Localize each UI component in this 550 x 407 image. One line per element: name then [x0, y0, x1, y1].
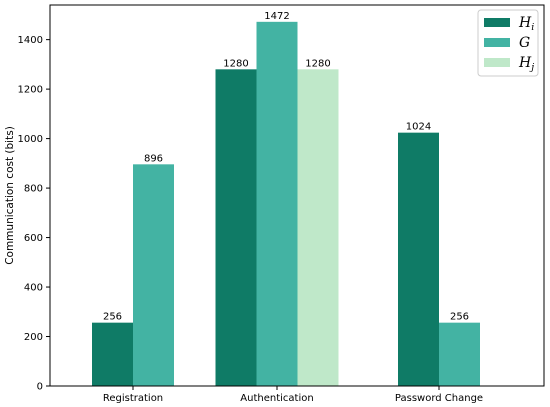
- data-label-authentication-series-2: 1472: [264, 11, 289, 22]
- bar-authentication-series-3: [297, 69, 339, 386]
- data-label-password-change-series-2: 256: [450, 312, 469, 323]
- bar-registration-series-1: [92, 322, 133, 386]
- legend-label: G: [519, 35, 530, 51]
- bar-authentication-series-1: [215, 69, 257, 386]
- legend-label: Hj: [518, 55, 534, 73]
- y-tick-label: 400: [24, 283, 43, 294]
- plot-area: 256 896 1280 1472 1280 1024 256: [92, 11, 480, 387]
- y-axis-title: Communication cost (bits): [4, 126, 16, 265]
- y-tick-label: 600: [24, 233, 43, 244]
- x-tick-label: Password Change: [395, 393, 483, 404]
- y-tick-label: 800: [24, 184, 43, 195]
- legend-swatch: [484, 18, 510, 27]
- y-tick-label: 1000: [18, 134, 43, 145]
- legend: Hi G Hj: [477, 9, 539, 77]
- data-label-password-change-series-1: 1024: [406, 122, 431, 133]
- y-axis: 0 200 400 600 800 1000 1200 1400: [18, 35, 50, 393]
- data-label-authentication-series-1: 1280: [223, 58, 248, 69]
- y-tick-label: 200: [24, 332, 43, 343]
- data-label-registration-series-2: 896: [144, 153, 163, 164]
- x-tick-label: Registration: [103, 393, 163, 404]
- legend-swatch: [484, 38, 510, 47]
- plot-frame: [49, 4, 545, 387]
- y-tick-label: 1400: [18, 35, 43, 46]
- bar-password-change-series-2: [439, 322, 480, 386]
- data-label-registration-series-1: 256: [103, 312, 122, 323]
- x-axis: Registration Authentication Password Chang…: [103, 386, 483, 404]
- data-label-authentication-series-3: 1280: [305, 58, 330, 69]
- y-tick-label: 0: [37, 382, 43, 393]
- legend-label: Hi: [518, 15, 534, 33]
- bar-authentication-series-2: [256, 21, 298, 387]
- legend-swatch: [484, 58, 510, 67]
- bar-registration-series-2: [133, 164, 174, 386]
- x-tick-label: Authentication: [240, 393, 313, 404]
- y-tick-label: 1200: [18, 85, 43, 96]
- bar-password-change-series-1: [398, 132, 439, 386]
